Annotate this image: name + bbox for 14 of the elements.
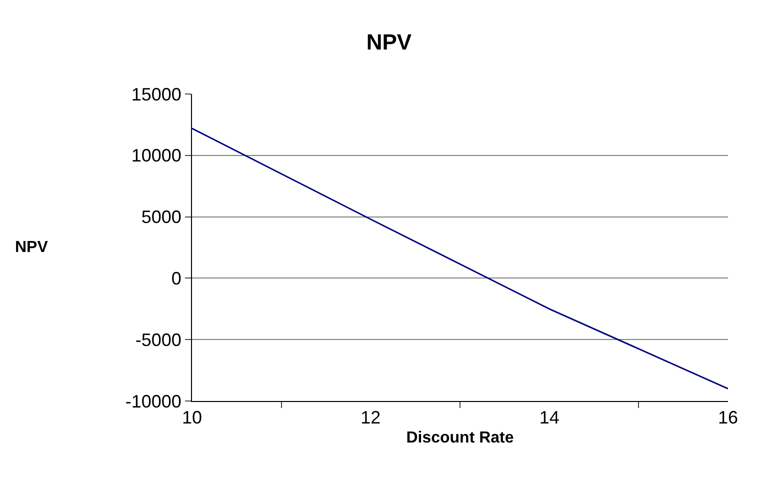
x-axis-title: Discount Rate [406, 429, 514, 446]
line-series [192, 128, 728, 390]
x-tick-label: 14 [539, 408, 560, 428]
y-axis-title: NPV [15, 239, 48, 256]
y-tick-label: 10000 [131, 146, 182, 166]
x-tick-label: 10 [182, 408, 202, 428]
y-tick-label: -10000 [125, 391, 182, 412]
chart-title: NPV [366, 29, 412, 54]
y-tick-label: 15000 [131, 84, 182, 104]
y-tick-label: 5000 [141, 207, 182, 228]
y-tick-label: -5000 [135, 330, 182, 350]
y-tick-label: 0 [171, 268, 182, 288]
x-tick-label: 16 [718, 408, 738, 428]
x-tick-label: 12 [360, 408, 381, 428]
